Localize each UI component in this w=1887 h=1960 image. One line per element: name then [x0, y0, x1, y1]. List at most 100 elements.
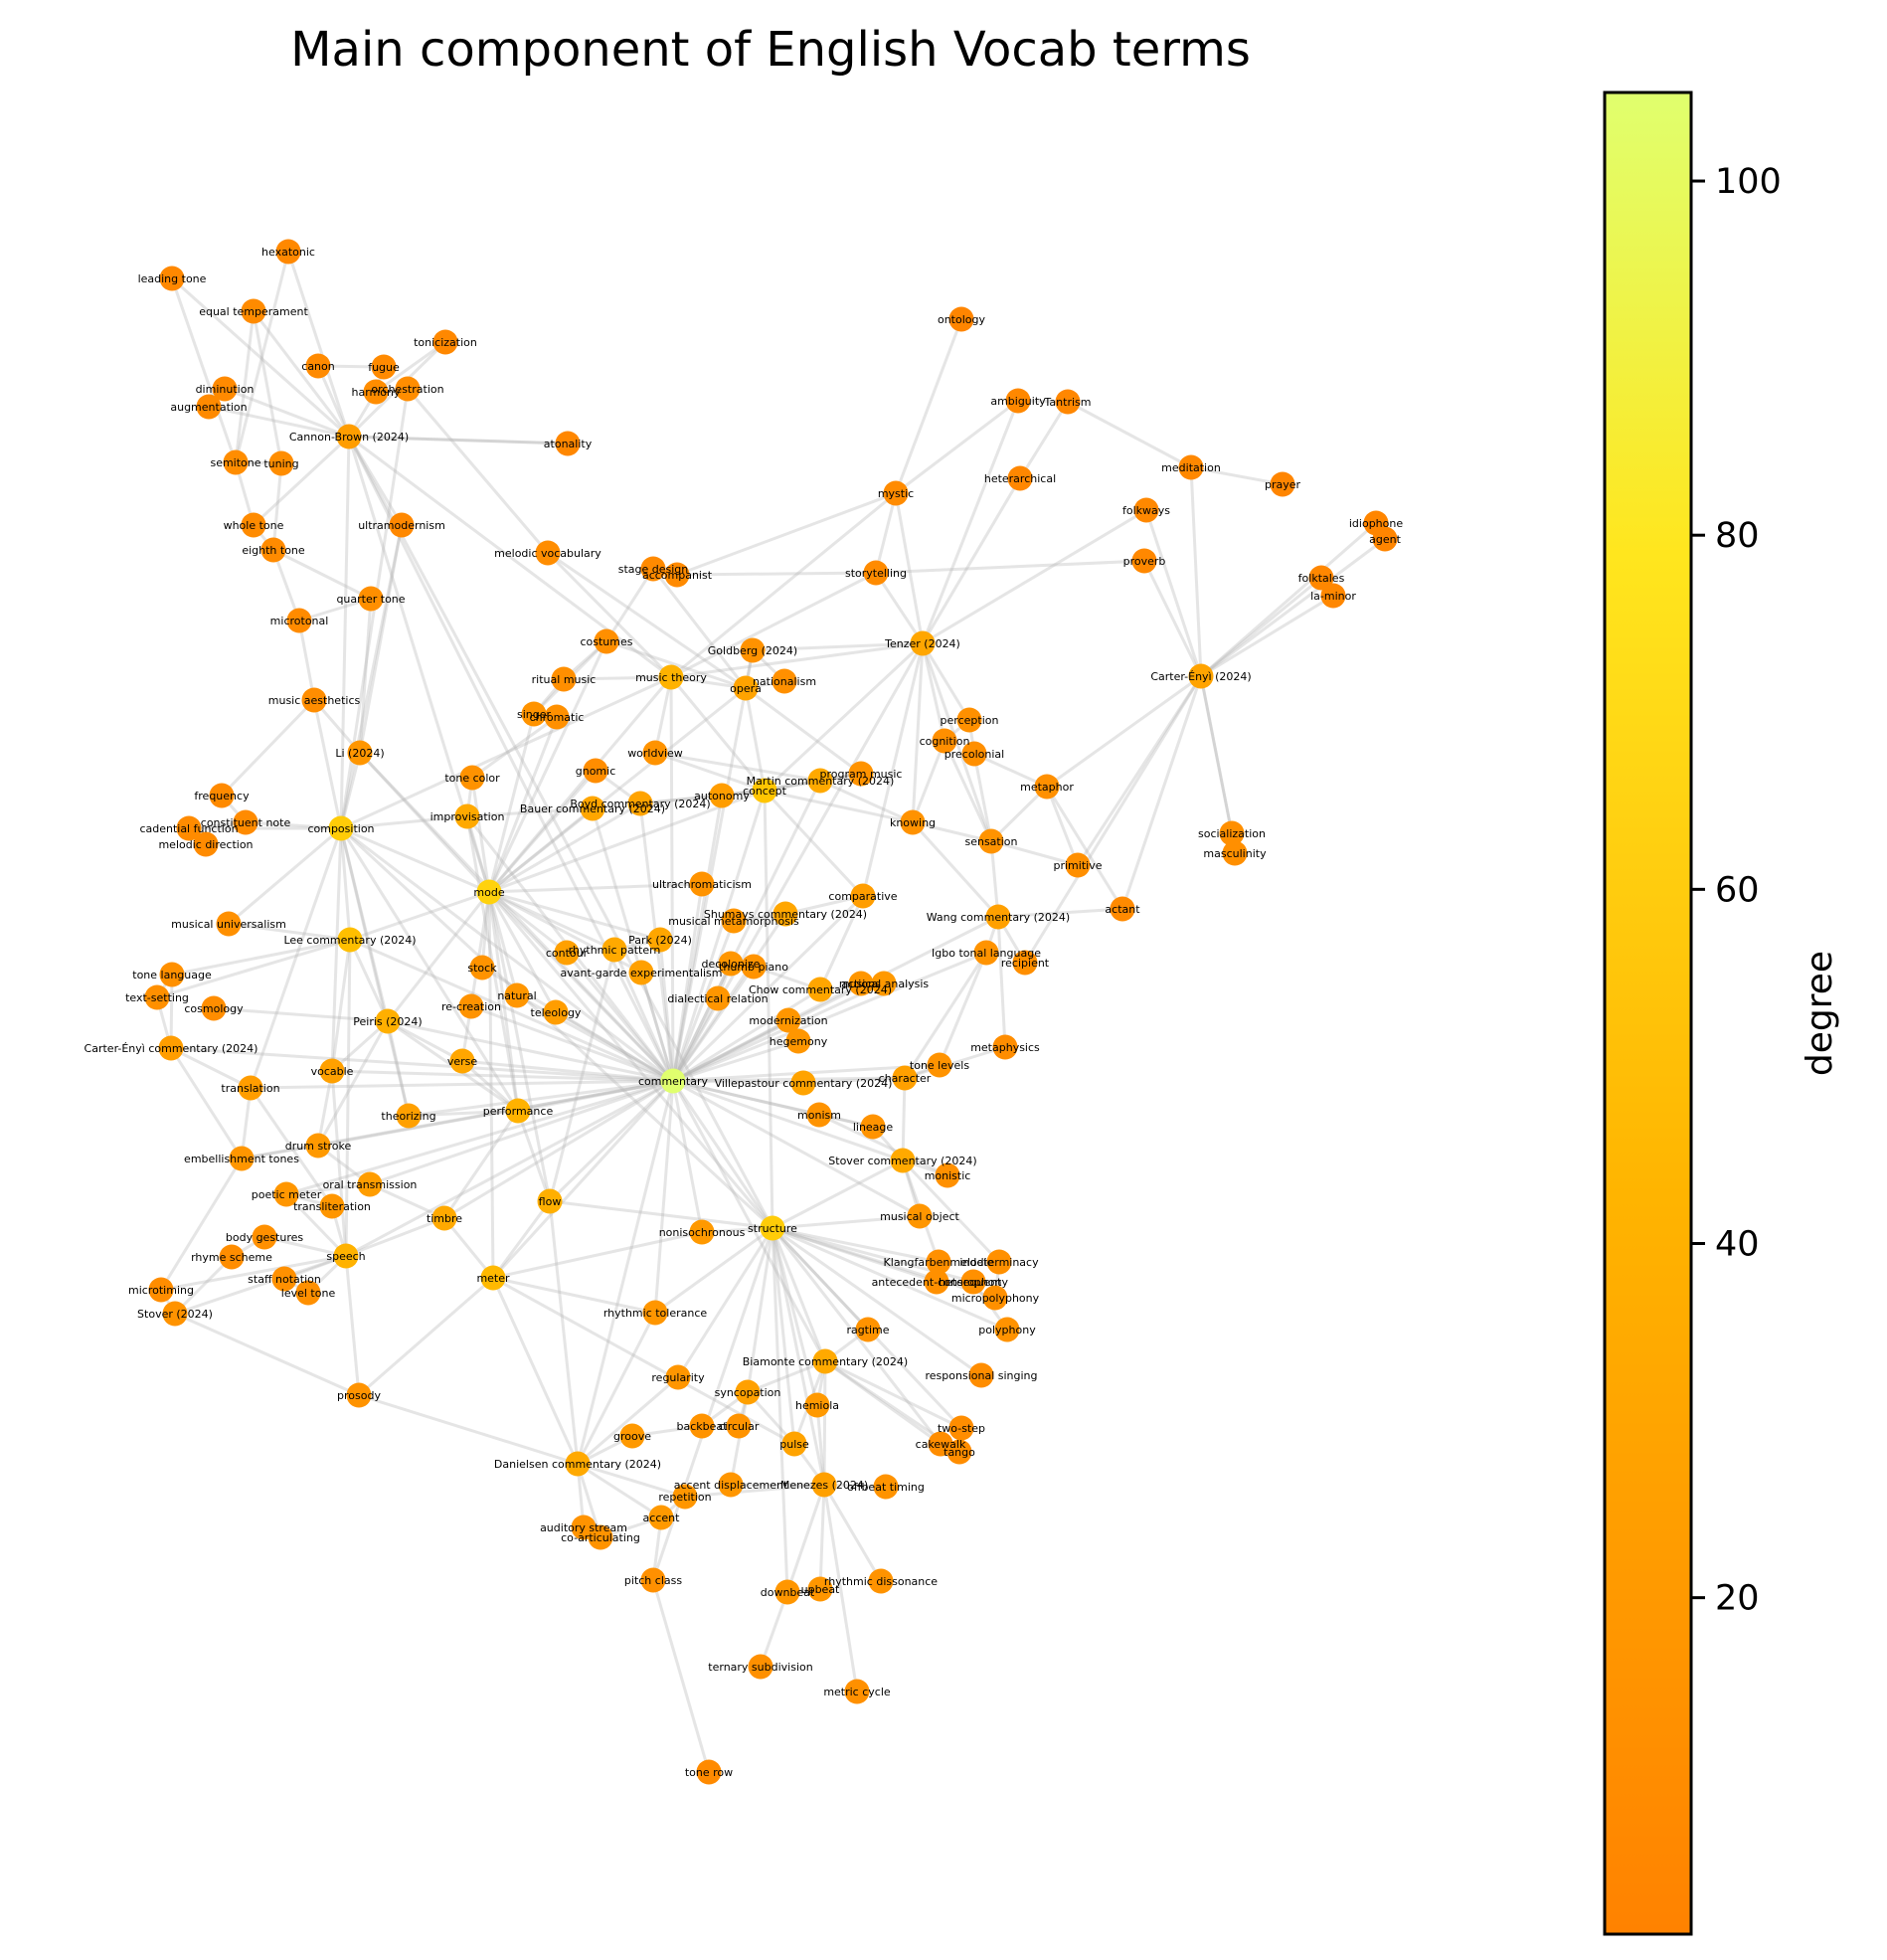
edge-menezes-2024--upbeat — [818, 1484, 826, 1590]
edge-meter--prosody — [358, 1276, 494, 1397]
edge-commentary--character — [672, 1076, 906, 1083]
node-label-cognition: cognition — [920, 735, 970, 748]
edge-commentary--nonisochronous — [671, 1080, 704, 1233]
node-quarter-tone — [358, 586, 384, 612]
node-label-socialization: socialization — [1198, 827, 1266, 840]
edge-commentary--meter — [491, 1079, 675, 1280]
node-label-cosmology: cosmology — [184, 1002, 244, 1015]
node-label-canon: canon — [301, 360, 334, 373]
node-label-biamonte-commentary-2024: Biamonte commentary (2024) — [743, 1355, 908, 1368]
node-diminution — [212, 376, 238, 402]
node-cognition — [932, 728, 957, 754]
node-label-tango: tango — [944, 1446, 975, 1459]
edge-ultramodernism--li-2024 — [358, 524, 404, 754]
edge-commentary--poetic-meter — [285, 1079, 674, 1196]
node-label-orchestration: orchestration — [371, 383, 443, 396]
edge-mystic--storytelling — [874, 492, 898, 574]
node-modernization — [775, 1007, 801, 1033]
edge-concept--comparative — [763, 789, 865, 898]
edge-downbeat--ternary-subdivision — [759, 1591, 789, 1668]
node-label-backbeat: backbeat — [677, 1420, 729, 1433]
node-peiris-2024 — [375, 1008, 401, 1034]
edge-knowing--wang-commentary-2024 — [911, 820, 1000, 919]
edge-hexatonic--semitone — [234, 251, 290, 463]
node-text-setting — [144, 984, 170, 1010]
edge-peiris-2024--verse — [387, 1019, 463, 1063]
node-label-ultramodernism: ultramodernism — [358, 519, 445, 532]
node-knowing — [900, 809, 926, 835]
edge-carter-ny-2024--metaphor — [1046, 674, 1202, 789]
edge-knowing--sensation — [912, 820, 992, 843]
node-label-meditation: meditation — [1161, 461, 1221, 474]
node-mode — [476, 879, 502, 905]
edge-danielsen-commentary-2024--co-articulating — [576, 1463, 602, 1538]
node-label-musical-object: musical object — [880, 1210, 959, 1223]
edge-actions--commentary — [672, 981, 862, 1083]
node-menezes-2024 — [811, 1472, 837, 1498]
node-storytelling — [863, 560, 889, 586]
edge-poetic-meter--speech — [284, 1192, 348, 1258]
edge-tenzer-2024--concept — [763, 641, 925, 793]
node-metaphysics — [992, 1034, 1018, 1060]
node-offbeat-timing — [873, 1474, 899, 1500]
edge-drum-stroke--embellishment-tones — [241, 1144, 319, 1160]
node-stock — [469, 955, 495, 980]
node-comparative — [850, 883, 876, 909]
node-chromatic — [544, 704, 570, 730]
edge-commentary--oral-transmission — [369, 1079, 674, 1186]
edge-commentary--speech — [345, 1079, 674, 1258]
edge-music-theory--mode — [487, 676, 673, 893]
edge-timbre--speech — [345, 1216, 445, 1258]
node-label-transliteration: transliteration — [293, 1200, 371, 1213]
node-label-tone-row: tone row — [685, 1766, 733, 1779]
node-contour — [554, 940, 580, 966]
node-microtonal — [286, 608, 312, 633]
node-improvisation — [454, 803, 480, 829]
edge-flow--structure — [549, 1199, 773, 1230]
node-metric-cycle — [844, 1679, 870, 1704]
node-label-cakewalk: cakewalk — [916, 1438, 966, 1451]
node-prayer — [1270, 471, 1295, 497]
edge-theorizing--performance — [408, 1109, 519, 1118]
node-socialization — [1219, 820, 1245, 846]
edge-commentary--translation — [250, 1079, 674, 1090]
edge-comparative--commentary — [671, 894, 865, 1083]
node-boyd-commentary-2024 — [627, 791, 653, 816]
node-label-composition: composition — [307, 822, 374, 835]
edge-danielsen-commentary-2024--accent — [577, 1462, 662, 1519]
edge-quarter-tone--microtonal — [298, 597, 372, 623]
edge-mode--peiris-2024 — [386, 891, 491, 1022]
edge-autonomy--commentary — [671, 795, 724, 1082]
edge-meter--danielsen-commentary-2024 — [491, 1277, 580, 1465]
node-costumes — [594, 628, 619, 654]
colorbar-gradient — [1603, 90, 1693, 1936]
node-label-polyphony: polyphony — [978, 1324, 1036, 1336]
node-label-heterophony: heterophony — [939, 1276, 1008, 1289]
node-martin-commentary-2024 — [807, 768, 833, 794]
node-label-ontology: ontology — [938, 313, 986, 326]
node-label-drum-stroke: drum stroke — [285, 1140, 352, 1153]
node-label-flow: flow — [539, 1195, 562, 1208]
edge-improvisation--bauer-commentary-2024 — [466, 806, 594, 818]
edge-constituent-note--composition — [245, 820, 342, 830]
node-downbeat — [774, 1579, 800, 1605]
node-cadential-function — [176, 815, 202, 841]
edge-commentary--drum-stroke — [317, 1079, 674, 1148]
node-monistic — [935, 1162, 960, 1188]
node-precolonial — [961, 741, 987, 767]
node-prosody — [346, 1382, 372, 1408]
edge-metaphor--sensation — [989, 785, 1049, 843]
node-music-aesthetics — [301, 687, 327, 713]
node-label-lee-commentary-2024: Lee commentary (2024) — [283, 934, 416, 947]
edge-oral-transmission--timbre — [369, 1182, 445, 1220]
node-label-responsional-singing: responsional singing — [926, 1369, 1038, 1382]
node-label-ultrachromaticism: ultrachromaticism — [652, 878, 752, 891]
edge-commentary--timbre — [443, 1079, 674, 1220]
edge-chromatic--mode — [487, 716, 559, 893]
edge-igbo-tonal-language--tone-levels — [938, 952, 988, 1066]
edge-martin-commentary-2024--worldview — [654, 751, 821, 783]
edge-mode--natural — [487, 891, 519, 996]
node-label-timbre: timbre — [427, 1212, 462, 1225]
node-indeterminacy — [986, 1249, 1012, 1275]
edge-concept--knowing — [764, 789, 914, 824]
